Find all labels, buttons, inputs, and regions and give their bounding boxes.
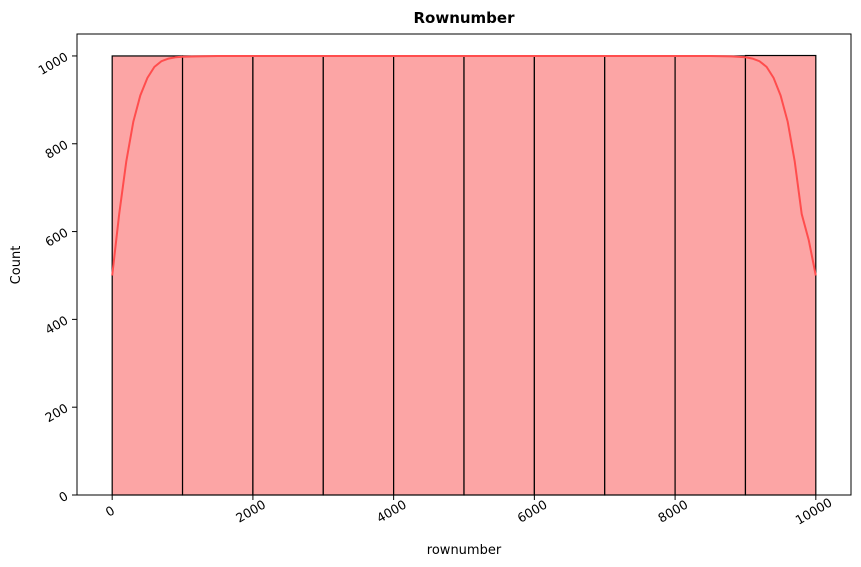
bars-group xyxy=(111,54,817,496)
y-tick-label: 0 xyxy=(56,488,70,505)
plot-frame xyxy=(76,33,852,496)
x-tick-label: 8000 xyxy=(655,497,690,526)
y-tick-label: 600 xyxy=(42,225,70,250)
y-tick-label: 400 xyxy=(42,312,70,337)
y-tick-label: 200 xyxy=(42,400,70,425)
histogram-bar-2 xyxy=(252,55,324,496)
x-tick-label: 4000 xyxy=(374,497,409,526)
histogram-bar-0 xyxy=(111,55,184,496)
histogram-bar-8 xyxy=(674,55,747,496)
x-tick-label: 6000 xyxy=(515,497,550,526)
histogram-bar-9 xyxy=(744,54,817,496)
y-tick-label: 1000 xyxy=(35,49,70,78)
y-axis-ticks: 0 200 400 600 800 1000 xyxy=(35,49,77,505)
histogram-bar-3 xyxy=(322,55,395,496)
histogram-bar-5 xyxy=(463,55,535,496)
x-axis-label: rownumber xyxy=(427,543,502,558)
chart-title: Rownumber xyxy=(413,9,515,27)
histogram-bar-4 xyxy=(393,55,465,496)
x-tick-label: 0 xyxy=(103,503,117,520)
x-tick-label: 2000 xyxy=(233,497,268,526)
x-axis-ticks: 0 2000 4000 6000 8000 10000 xyxy=(103,495,835,528)
kde-curve xyxy=(111,55,817,276)
y-tick-label: 800 xyxy=(42,137,70,162)
histogram-bar-6 xyxy=(533,55,606,496)
histogram-bar-7 xyxy=(604,55,676,496)
x-tick-label: 10000 xyxy=(793,495,835,528)
y-axis-label: Count xyxy=(9,246,24,285)
histogram-bar-1 xyxy=(181,55,254,496)
